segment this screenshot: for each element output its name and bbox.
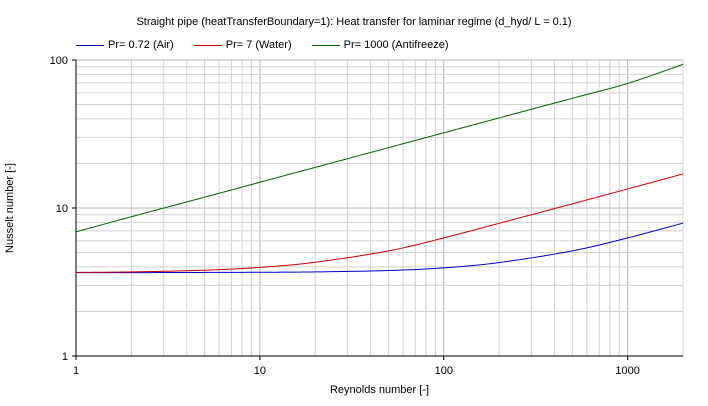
legend-item-air: Pr= 0.72 (Air) <box>76 39 174 51</box>
legend-label-air: Pr= 0.72 (Air) <box>108 39 174 51</box>
legend-label-antifreeze: Pr= 1000 (Antifreeze) <box>343 39 449 51</box>
x-tick-label: 1000 <box>615 365 639 377</box>
x-tick-label: 10 <box>254 365 266 377</box>
legend-label-water: Pr= 7 (Water) <box>225 39 292 51</box>
legend-swatch-antifreeze <box>311 44 340 46</box>
legend-item-antifreeze: Pr= 1000 (Antifreeze) <box>311 39 449 51</box>
x-tick-label: 100 <box>435 365 453 377</box>
series-line-0 <box>75 222 684 274</box>
legend: Pr= 0.72 (Air) Pr= 7 (Water) Pr= 1000 (A… <box>76 38 449 52</box>
y-tick-label: 1 <box>62 351 68 363</box>
legend-item-water: Pr= 7 (Water) <box>193 39 292 51</box>
legend-swatch-water <box>193 44 222 46</box>
legend-swatch-air <box>76 44 104 46</box>
series-line-2 <box>75 63 684 233</box>
y-axis-label: Nusselt number [-] <box>4 163 16 253</box>
chart-title: Straight pipe (heatTransferBoundary=1): … <box>136 16 572 28</box>
x-tick-label: 1 <box>73 365 79 377</box>
x-axis-label: Reynolds number [-] <box>330 384 429 396</box>
y-tick-label: 100 <box>50 55 68 67</box>
series-line-1 <box>75 173 684 273</box>
y-tick-label: 10 <box>56 203 68 215</box>
